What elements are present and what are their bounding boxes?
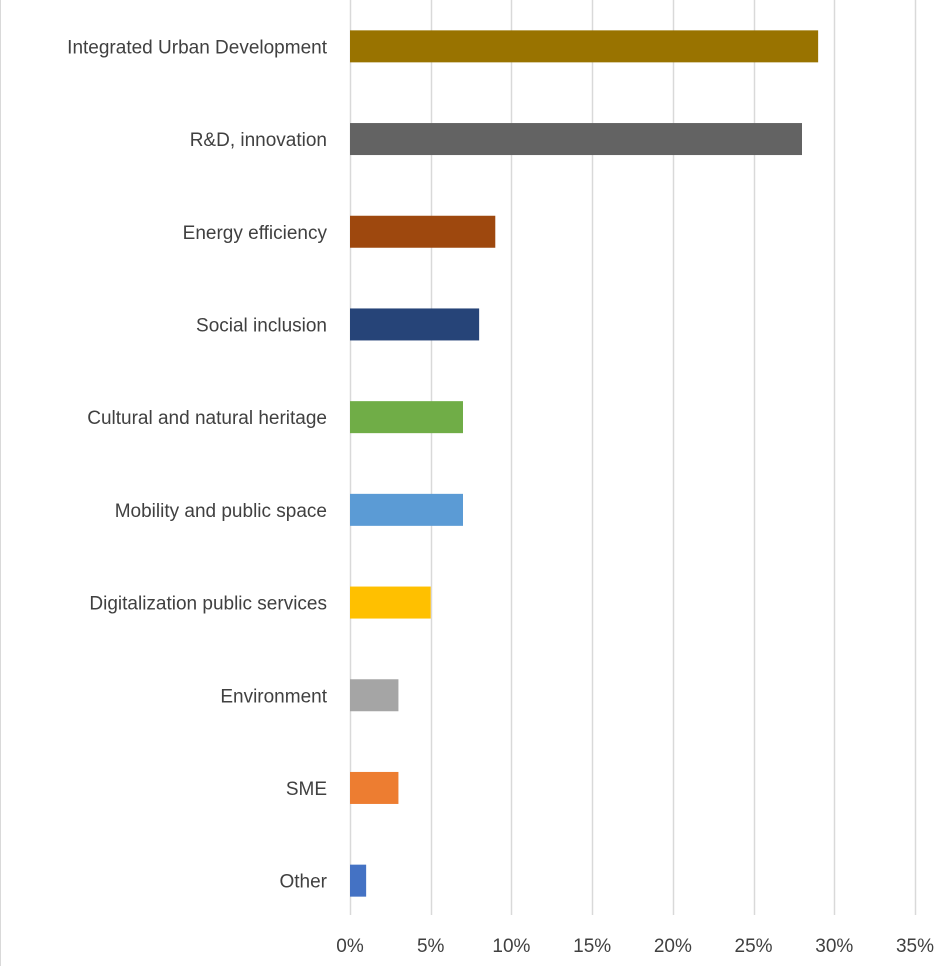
x-tick-label: 5%	[417, 936, 445, 957]
x-tick-label: 35%	[896, 936, 934, 957]
category-labels: Integrated Urban Development R&D, innovat…	[67, 37, 328, 892]
left-border	[0, 0, 1, 966]
bar	[350, 123, 802, 156]
bar	[350, 493, 463, 526]
bar	[350, 586, 431, 619]
category-label: Integrated Urban Development	[67, 37, 328, 58]
bar	[350, 30, 819, 63]
category-label: Mobility and public space	[115, 501, 327, 522]
bar	[350, 308, 480, 341]
bar	[350, 401, 463, 434]
bar	[350, 771, 399, 804]
bar	[350, 864, 367, 897]
x-tick-label: 15%	[573, 936, 611, 957]
category-label: Energy efficiency	[183, 223, 328, 244]
category-label: Cultural and natural heritage	[87, 408, 327, 429]
category-label: Environment	[220, 686, 327, 707]
bar	[350, 679, 399, 712]
bar	[350, 215, 496, 248]
x-tick-label: 0%	[336, 936, 364, 957]
x-tick-label: 30%	[815, 936, 853, 957]
category-label: Other	[279, 872, 327, 893]
x-tick-label: 20%	[654, 936, 692, 957]
bars	[350, 30, 819, 897]
category-label: SME	[286, 779, 327, 800]
x-axis-tick-labels: 0% 5% 10% 15% 20% 25% 30% 35%	[336, 936, 934, 957]
x-tick-label: 25%	[735, 936, 773, 957]
category-label: R&D, innovation	[190, 130, 327, 151]
category-label: Digitalization public services	[89, 594, 327, 615]
category-label: Social inclusion	[196, 315, 327, 336]
x-tick-label: 10%	[492, 936, 530, 957]
